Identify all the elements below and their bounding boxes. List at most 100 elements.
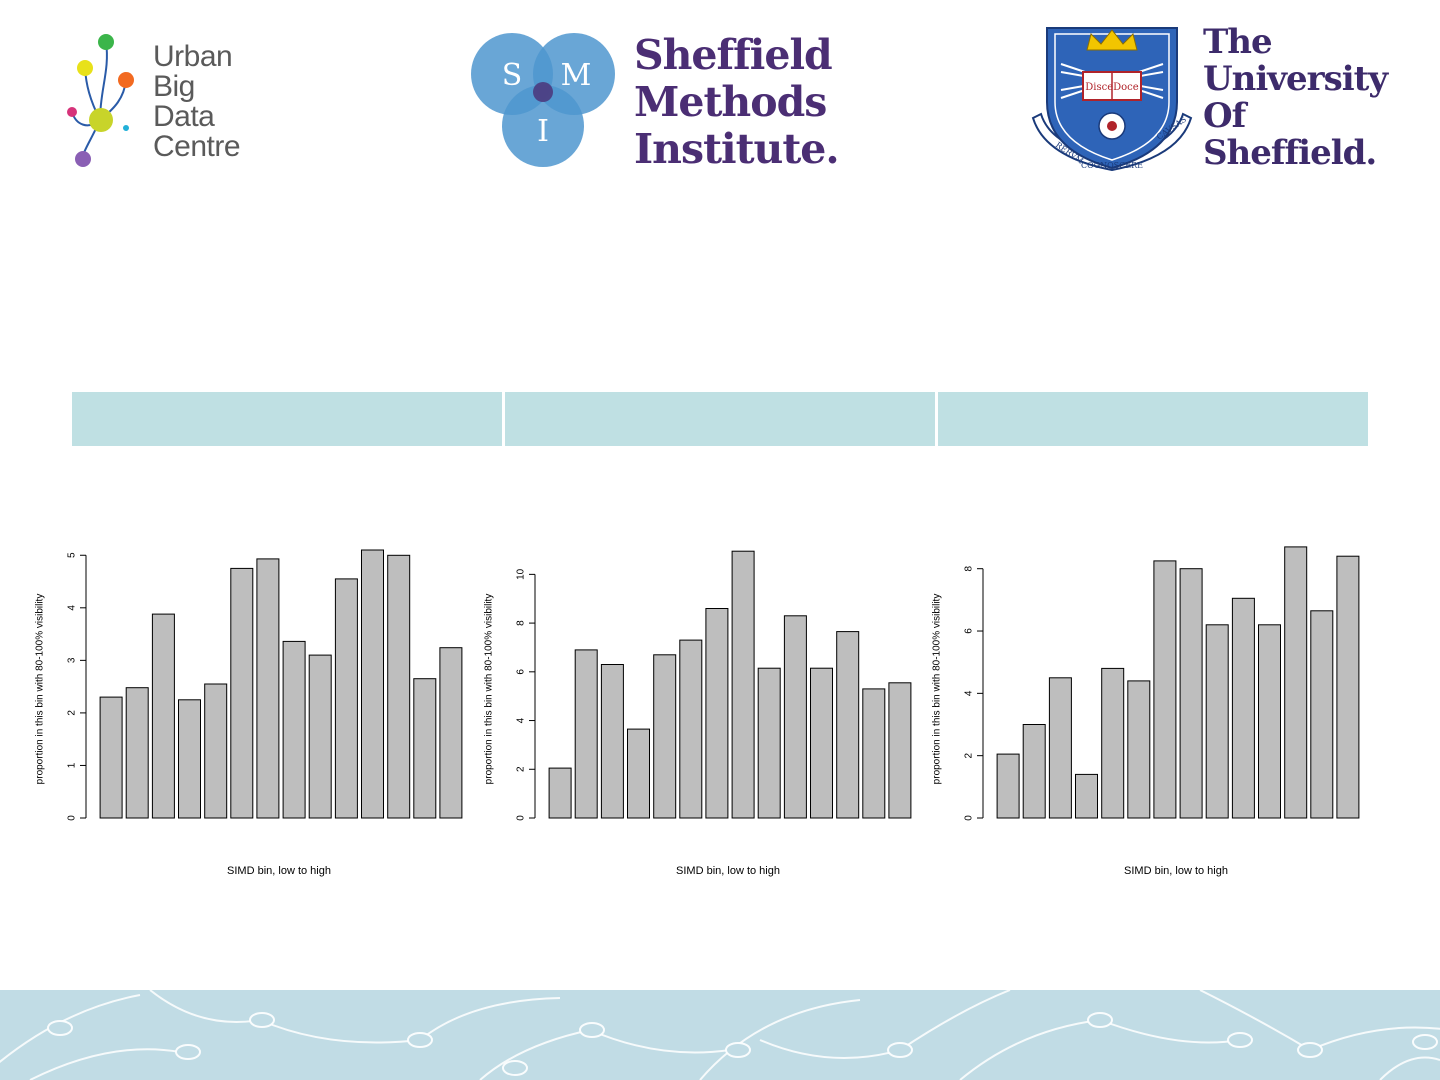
ubdc-tree-icon [67,34,134,167]
chart-bar [653,654,677,819]
smi-line: Institute. [634,125,840,173]
university-of-sheffield-logo: DisceDoce RERVM COGNOSCERE CAVSAS The Un… [1025,22,1395,177]
chart-bar [1179,568,1203,819]
chart-bar [600,664,624,819]
ubdc-line: Urban [153,40,233,73]
chart-bar [99,696,123,819]
y-tick-label: 2 [964,752,975,758]
y-tick-label: 4 [964,690,975,696]
chart-bar [627,728,650,819]
network-pattern-footer [0,990,1440,1080]
chart-bar [282,640,306,819]
ubdc-line: Data [153,100,215,133]
chart-bar [308,654,332,819]
chart-bar [1231,597,1255,819]
chart-bar [731,550,755,819]
y-tick-label: 3 [67,657,78,663]
smi-letter-s: S [502,58,523,93]
chart-bar [204,683,228,819]
tuos-line: University [1203,59,1388,99]
tuos-wordmark: The University Of Sheffield. [1203,22,1388,173]
chart-bar [1022,724,1046,819]
y-tick-label: 8 [964,565,975,571]
chart-bar [1258,624,1281,819]
y-tick-label: 1 [67,762,78,768]
x-axis-label: SIMD bin, low to high [1124,865,1228,877]
chart-bar [705,608,729,819]
header-table-cell [505,392,935,446]
tuos-line: The [1203,22,1273,62]
y-tick-label: 10 [516,568,527,580]
tuos-line: Of [1203,96,1246,136]
y-tick-label: 8 [516,620,527,626]
chart-bar [1336,555,1360,819]
smi-letter-i: I [537,114,549,149]
y-tick-label: 2 [516,766,527,772]
chart-bar [783,615,807,819]
chart-bar [230,567,254,819]
smi-wordmark: Sheffield Methods Institute. [634,31,840,173]
chart-bar [334,578,358,819]
y-tick-label: 4 [516,717,527,723]
ubdc-wordmark: Urban Big Data Centre [153,40,241,163]
chart-bar [1048,677,1072,819]
chart-bar [256,558,280,819]
chart-bar [1310,610,1334,819]
chart-bar [361,549,384,819]
chart-bar [439,647,463,819]
chart-bar [810,667,833,819]
tuos-line: Sheffield. [1203,133,1377,173]
chart-svg: 0 1 2 3 4 5 proportion in this bin with 80-100… [35,549,463,877]
chart-bar [574,649,598,819]
ubdc-line: Centre [153,130,241,163]
y-axis-label: proportion in this bin with 80-100% visi… [932,594,943,785]
network-pattern-graphic [0,990,1440,1080]
chart-bar [1075,773,1098,819]
header-table [72,392,1368,446]
chart-bar [1153,560,1177,819]
smi-line: Sheffield [634,31,833,79]
chart-bar [679,639,703,819]
header-table-cell [938,392,1368,446]
chart-bar [836,631,860,819]
ubdc-line: Big [153,70,195,103]
chart-bar [1127,680,1151,819]
x-axis-label: SIMD bin, low to high [676,865,780,877]
y-tick-label: 6 [964,628,975,634]
university-crest-icon: DisceDoce RERVM COGNOSCERE CAVSAS [1031,27,1193,172]
smi-venn-icon: S M I [471,33,615,167]
smi-line: Methods [634,78,827,126]
bar-chart-3: 0 2 4 6 8 proportion in this bin with 80-100%… [925,540,1365,885]
crest-book-motto: DisceDoce [1085,82,1139,93]
chart-bar [125,687,149,819]
y-tick-label: 0 [964,815,975,821]
chart-bar [413,678,437,819]
chart-bar [996,753,1020,819]
chart-bar [548,767,572,819]
chart-bar [151,613,175,819]
x-axis-label: SIMD bin, low to high [227,865,331,877]
urban-big-data-centre-logo: Urban Big Data Centre [60,30,260,170]
chart-bar [757,667,781,819]
chart-bar [862,688,886,819]
chart-bar [888,682,912,819]
chart-bar [1205,624,1229,819]
y-axis-label: proportion in this bin with 80-100% visi… [484,594,495,785]
chart-bar [387,554,411,819]
bar-chart-1: 0 1 2 3 4 5 proportion in this bin with 80-100… [28,540,468,885]
chart-bar [178,699,201,819]
smi-letter-m: M [561,58,592,93]
y-tick-label: 0 [516,815,527,821]
y-tick-label: 2 [67,710,78,716]
crest-ribbon-word: COGNOSCERE [1081,161,1143,170]
bar-chart-2: 0 2 4 6 8 10 proportion in this bin with 80-10… [477,540,917,885]
chart-svg: 0 2 4 6 8 proportion in this bin with 80-100%… [932,546,1360,877]
sheffield-methods-institute-logo: S M I Sheffield Methods Institute. [470,28,850,173]
y-tick-label: 6 [516,669,527,675]
chart-bar [1284,546,1308,819]
y-tick-label: 5 [67,552,78,558]
chart-svg: 0 2 4 6 8 10 proportion in this bin with 80-10… [484,550,912,877]
y-tick-label: 4 [67,605,78,611]
header-table-cell [72,392,502,446]
chart-bar [1101,667,1125,819]
